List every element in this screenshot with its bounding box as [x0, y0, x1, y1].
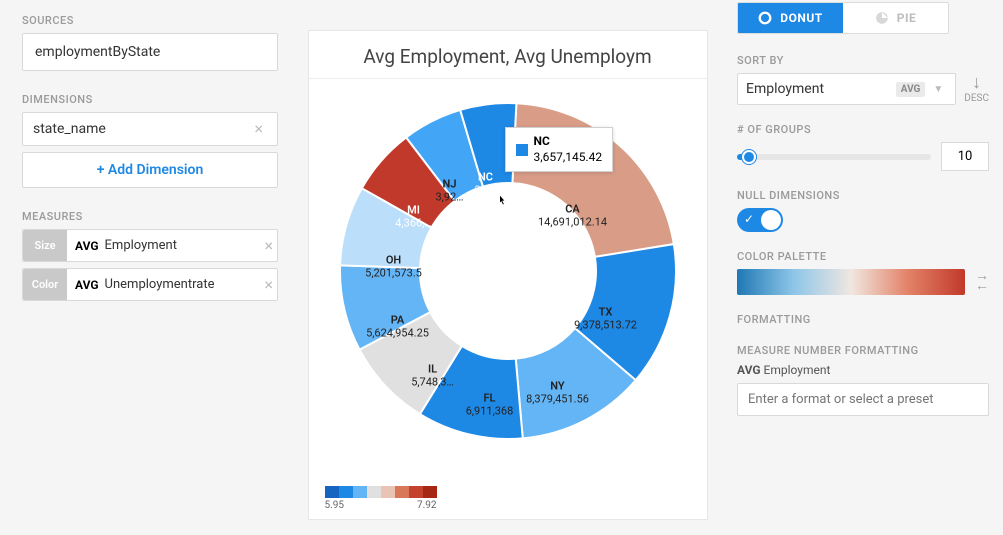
sort-by-label: SORT BY: [737, 54, 989, 67]
slice-label-oh: OH5,201,573.5: [365, 254, 422, 279]
dimension-value: state_name: [33, 121, 250, 137]
avg-prefix-2: AVG: [75, 278, 99, 292]
slice-label-ny: NY8,379,451.56: [526, 380, 589, 405]
slice-label-il: IL5,748,3…: [411, 363, 454, 388]
legend-swatch: [409, 486, 423, 498]
sort-select[interactable]: Employment AVG ▼: [737, 73, 956, 105]
color-tag: Color: [23, 269, 67, 300]
groups-slider[interactable]: [737, 154, 931, 160]
groups-label: # OF GROUPS: [737, 123, 989, 136]
tab-donut[interactable]: DONUT: [738, 3, 843, 33]
chart-tooltip: NC 3,657,145.42: [505, 127, 614, 172]
dimensions-label: DIMENSIONS: [22, 93, 278, 106]
source-field[interactable]: employmentByState: [22, 33, 278, 71]
legend-min: 5.95: [325, 500, 345, 511]
legend-swatch: [367, 486, 381, 498]
measure-size-row[interactable]: Size AVG Employment ×: [22, 229, 278, 262]
size-tag: Size: [23, 230, 67, 261]
tab-pie[interactable]: PIE: [843, 3, 948, 33]
chevron-down-icon: ▼: [929, 84, 947, 95]
donut-chart[interactable]: CA14,691,012.14 TX9,378,513.72 NY8,379,451…: [328, 91, 688, 451]
slice-label-mi: MI4,366,…: [395, 204, 431, 229]
tooltip-swatch: [516, 144, 528, 156]
sort-value: Employment: [746, 81, 896, 97]
color-legend: 5.95 7.92: [325, 486, 437, 511]
null-dimensions-toggle[interactable]: ✓: [737, 208, 783, 232]
dimension-row[interactable]: state_name ×: [22, 112, 278, 146]
remove-color-measure-icon[interactable]: ×: [260, 277, 277, 293]
legend-swatch: [423, 486, 437, 498]
sort-direction-toggle[interactable]: ↓ DESC: [964, 74, 989, 104]
palette-label: COLOR PALETTE: [737, 250, 989, 263]
sort-avg-badge: AVG: [896, 82, 926, 97]
measure-number-formatting-label: MEASURE NUMBER FORMATTING: [737, 344, 989, 357]
legend-swatch: [353, 486, 367, 498]
left-config-panel: SOURCES employmentByState DIMENSIONS sta…: [0, 0, 288, 535]
sources-label: SOURCES: [22, 14, 278, 27]
chart-type-tabs: DONUT PIE: [737, 2, 949, 34]
right-config-panel: DONUT PIE SORT BY Employment AVG ▼ ↓ DES…: [727, 0, 1003, 535]
tab-donut-label: DONUT: [780, 11, 822, 25]
add-dimension-button[interactable]: + Add Dimension: [22, 152, 278, 188]
formatting-label: FORMATTING: [737, 313, 989, 326]
slice-label-ca: CA14,691,012.14: [538, 203, 607, 228]
donut-icon: [758, 11, 772, 25]
source-value: employmentByState: [35, 44, 160, 60]
legend-swatch: [325, 486, 339, 498]
check-icon: ✓: [744, 212, 754, 226]
avg-prefix: AVG: [75, 239, 99, 253]
slice-label-pa: PA5,624,954.25: [366, 314, 429, 339]
arrow-down-icon: ↓: [972, 74, 981, 92]
slice-label-fl: FL6,911,368: [466, 392, 514, 417]
legend-swatch: [381, 486, 395, 498]
pointer-cursor-icon: [494, 193, 510, 209]
null-dimensions-label: NULL DIMENSIONS: [737, 189, 989, 202]
legend-swatch: [395, 486, 409, 498]
tab-pie-label: PIE: [897, 11, 917, 25]
remove-dimension-icon[interactable]: ×: [250, 121, 267, 137]
format-measure-label: AVG Employment: [737, 363, 989, 377]
pie-icon: [875, 11, 889, 25]
legend-swatch: [339, 486, 353, 498]
remove-size-measure-icon[interactable]: ×: [260, 238, 277, 254]
swap-palette-icon[interactable]: →←: [975, 272, 989, 292]
measure-size-name: Employment: [105, 238, 177, 253]
slider-thumb[interactable]: [742, 150, 756, 164]
measure-color-name: Unemploymentrate: [105, 277, 215, 292]
tooltip-name: NC: [534, 134, 550, 148]
desc-label: DESC: [964, 93, 989, 104]
palette-gradient[interactable]: [737, 269, 965, 295]
chart-title: Avg Employment, Avg Unemploym: [309, 31, 707, 79]
tooltip-value: 3,657,145.42: [534, 150, 603, 164]
slice-label-tx: TX9,378,513.72: [574, 306, 637, 331]
chart-panel: Avg Employment, Avg Unemploym CA14,691,0…: [288, 0, 727, 535]
slice-label-nj: NJ3,92…: [435, 178, 463, 203]
groups-input[interactable]: 10: [941, 142, 989, 171]
chart-card: Avg Employment, Avg Unemploym CA14,691,0…: [308, 30, 708, 520]
format-input[interactable]: [737, 383, 989, 416]
legend-max: 7.92: [417, 500, 437, 511]
measures-label: MEASURES: [22, 210, 278, 223]
measure-color-row[interactable]: Color AVG Unemploymentrate ×: [22, 268, 278, 301]
